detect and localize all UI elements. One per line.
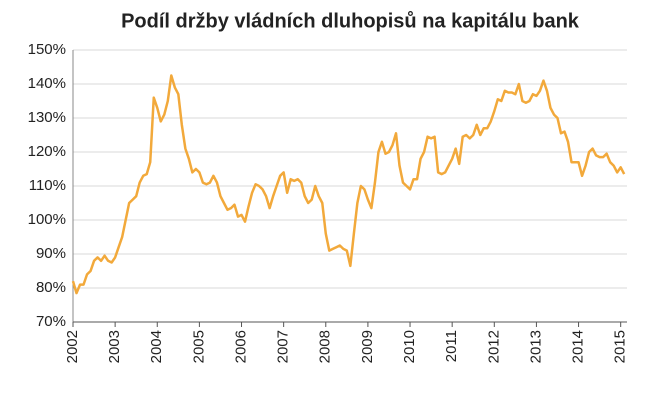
x-tick-label: 2015 (612, 330, 629, 363)
y-tick-label: 140% (28, 75, 66, 92)
x-tick-label: 2004 (148, 330, 165, 363)
data-line (71, 74, 626, 295)
x-tick-label: 2014 (570, 330, 587, 363)
y-tick-label: 150% (28, 41, 66, 58)
x-tick-label: 2013 (527, 330, 544, 363)
y-tick-label: 120% (28, 143, 66, 160)
y-tick-label: 80% (36, 279, 66, 296)
y-tick-label: 110% (29, 177, 66, 194)
x-tick-label: 2012 (485, 330, 502, 363)
x-tick-label: 2009 (359, 330, 376, 363)
x-tick-label: 2007 (275, 330, 292, 363)
y-tick-label: 130% (28, 109, 66, 126)
y-tick-label: 100% (28, 211, 66, 228)
x-tick-label: 2011 (443, 330, 460, 362)
x-tick-label: 2003 (106, 330, 123, 363)
chart-title: Podíl držby vládních dluhopisů na kapitá… (121, 10, 580, 32)
x-tick-label: 2002 (64, 330, 81, 363)
x-tick-label: 2006 (232, 330, 249, 363)
x-tick-label: 2005 (190, 330, 207, 363)
y-tick-label: 70% (36, 313, 66, 330)
y-tick-label: 90% (36, 245, 66, 262)
x-tick-label: 2008 (317, 330, 334, 363)
x-tick-label: 2010 (401, 330, 418, 363)
